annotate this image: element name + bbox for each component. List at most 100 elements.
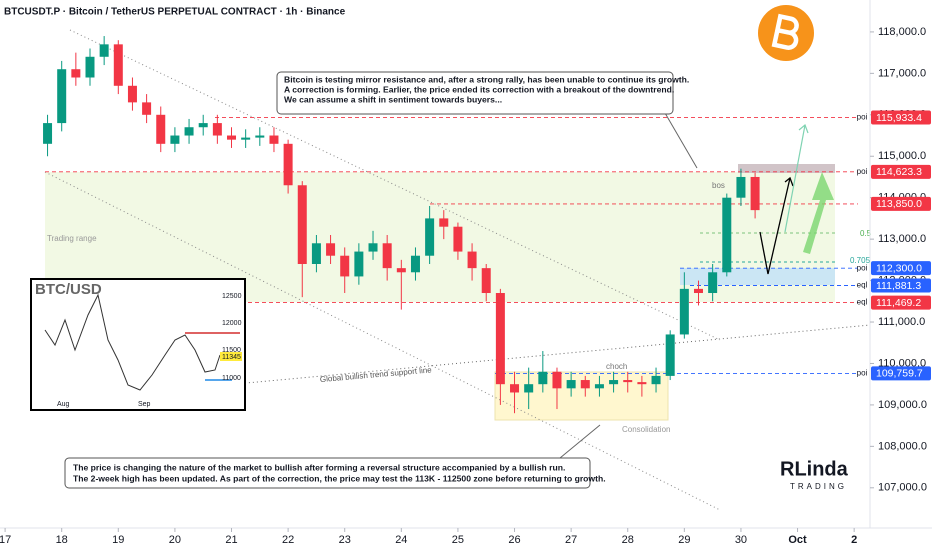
inset-last: 11345 [222,354,241,361]
price-tag-label: 111,469.2 [876,297,921,309]
inset-tick: 11000 [222,375,241,382]
annotation: Trading range [47,234,97,243]
target-arrow [784,124,806,233]
level-tag: poi [857,369,868,378]
logo-glyph [771,13,799,50]
y-tick-label: 118,000.0 [878,26,926,38]
candle-body [43,123,53,144]
candle-body [510,384,520,393]
x-tick-label: 21 [225,534,237,546]
y-tick-label: 111,000.0 [878,316,925,328]
channel-upper [69,29,721,341]
candle-body [227,135,237,140]
symbol-header: BTCUSDT.P · Bitcoin / TetherUS PERPETUAL… [4,7,346,18]
price-tag-label: 115,933.4 [876,112,922,124]
x-tick-label: 28 [622,534,634,546]
note-text: The 2-week high has been updated. As par… [73,473,606,483]
candle-body [99,44,109,57]
top-note: Bitcoin is testing mirror resistance and… [276,71,689,115]
note-text: A correction is forming. Earlier, the pr… [284,84,674,94]
fib-label: 0.705 [850,256,871,265]
note-text: The price is changing the nature of the … [73,462,565,472]
candle-body [311,243,321,264]
candle-body [566,380,576,389]
x-tick-label: 23 [339,534,351,546]
candle-body [184,127,194,136]
axes: 107,000.0 108,000.0 109,000.0 110,000.0 111,… [0,26,931,546]
candle-body [71,69,81,78]
candle-body [425,218,435,256]
demand-zone [680,268,835,285]
candle-body [297,185,307,264]
price-tag [871,278,931,293]
price-tag-label: 109,759.7 [876,368,923,380]
candle-body [467,251,477,269]
candle-body [382,243,392,269]
candle-body [396,268,406,273]
x-tick-label: 20 [169,534,181,546]
brand: RLinda [780,458,849,480]
bitcoin-logo [758,5,814,61]
price-tag [871,196,931,211]
candle-body [85,56,95,78]
x-tick-label: 30 [735,534,747,546]
candle-body [340,255,350,277]
candle-body [241,137,251,140]
inset-title: BTC/USD [35,281,102,298]
y-tick-label: 113,000.0 [878,233,926,245]
inset: BTC/USD 12500 12000 11500 11345 11000 Au… [30,278,246,411]
candle-body [524,384,534,393]
y-tick-label: 108,000.0 [878,440,927,452]
candle-body [354,251,364,277]
candle-body [170,135,180,144]
annotation: bos [712,181,725,190]
inset-x-label: Aug [57,401,70,408]
candle-body [736,176,746,198]
growth-arrow [803,172,834,254]
x-tick-label: 25 [452,534,464,546]
level-tag: eql [857,298,868,307]
x-tick-label: 27 [565,534,577,546]
x-tick-label: 19 [112,534,124,546]
candle-body [722,197,732,273]
candle-body [580,380,590,389]
x-tick-label: 26 [508,534,520,546]
candle-body [156,114,166,144]
candle-body [410,255,420,273]
candle-body [212,123,222,136]
x-tick-label: 24 [395,534,407,546]
level-tag: poi [857,113,868,122]
candle-body [453,226,463,252]
callout [664,112,698,169]
candle-body [750,176,760,211]
x-tick-label: 2 [851,534,857,546]
y-tick-label: 110,000.0 [878,357,926,369]
note-text: Bitcoin is testing mirror resistance and… [284,74,689,84]
candle-body [609,380,619,385]
inset-frame [30,278,246,411]
marks [43,36,858,414]
candle-body [326,243,336,256]
level-tag: eql [857,281,868,290]
candle-body [679,288,689,335]
candle-body [594,384,604,389]
inset-tick: 12000 [222,320,242,327]
callout [559,424,601,459]
candle-body [623,380,633,383]
level-tag: poi [857,167,868,176]
y-tick-label: 107,000.0 [878,482,927,494]
price-tag-label: 114,623.3 [876,166,922,178]
price-tag-label: 111,881.3 [876,280,921,292]
fib-label: 0.5 [860,229,872,238]
x-tick-label: 17 [0,534,11,546]
inset-tick: 12500 [222,293,242,300]
y-tick-label: 115,000.0 [878,150,926,162]
price-tag [871,295,931,310]
consolidation-zone [494,371,669,421]
candle-body [269,135,279,144]
x-tick-label: 18 [56,534,68,546]
projection-arrow [759,177,791,275]
bottom-note: The price is changing the nature of the … [64,457,606,489]
